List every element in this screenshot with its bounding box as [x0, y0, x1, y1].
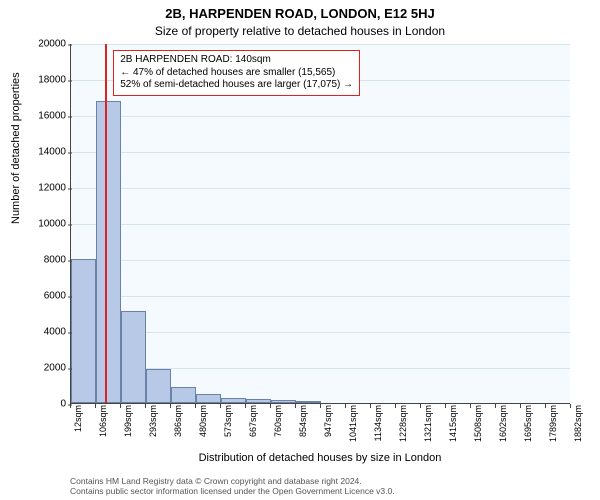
- footer-line-2: Contains public sector information licen…: [70, 486, 570, 496]
- x-tick-label: 386sqm: [173, 405, 183, 449]
- histogram-bar: [246, 399, 271, 403]
- gridline: [71, 224, 570, 225]
- y-tick-label: 10000: [16, 219, 66, 230]
- x-tick-label: 1321sqm: [423, 405, 433, 449]
- y-tick-label: 16000: [16, 111, 66, 122]
- x-tick-label: 199sqm: [123, 405, 133, 449]
- callout-line-1: 2B HARPENDEN ROAD: 140sqm: [120, 54, 353, 67]
- histogram-bar: [171, 387, 196, 403]
- histogram-bar: [196, 394, 221, 403]
- histogram-bar: [221, 398, 246, 403]
- callout-box: 2B HARPENDEN ROAD: 140sqm← 47% of detach…: [113, 50, 360, 96]
- x-tick-mark: [70, 404, 71, 408]
- x-tick-mark: [220, 404, 221, 408]
- x-tick-mark: [145, 404, 146, 408]
- x-tick-mark: [545, 404, 546, 408]
- x-tick-label: 573sqm: [223, 405, 233, 449]
- x-tick-label: 106sqm: [98, 405, 108, 449]
- x-tick-mark: [570, 404, 571, 408]
- histogram-bar: [121, 311, 146, 403]
- x-tick-label: 1508sqm: [473, 405, 483, 449]
- x-tick-mark: [395, 404, 396, 408]
- chart-title: 2B, HARPENDEN ROAD, LONDON, E12 5HJ: [0, 6, 600, 21]
- x-tick-mark: [195, 404, 196, 408]
- callout-line-3: 52% of semi-detached houses are larger (…: [120, 79, 353, 92]
- x-tick-label: 1602sqm: [498, 405, 508, 449]
- x-tick-label: 293sqm: [148, 405, 158, 449]
- gridline: [71, 152, 570, 153]
- chart-subtitle: Size of property relative to detached ho…: [0, 24, 600, 38]
- x-tick-mark: [245, 404, 246, 408]
- x-tick-label: 1789sqm: [548, 405, 558, 449]
- x-tick-label: 1415sqm: [448, 405, 458, 449]
- x-tick-mark: [270, 404, 271, 408]
- x-tick-label: 12sqm: [73, 405, 83, 449]
- y-tick-label: 14000: [16, 147, 66, 158]
- y-tick-label: 6000: [16, 291, 66, 302]
- x-tick-mark: [295, 404, 296, 408]
- x-tick-mark: [420, 404, 421, 408]
- x-tick-label: 760sqm: [273, 405, 283, 449]
- y-tick-label: 2000: [16, 363, 66, 374]
- reference-line: [105, 44, 107, 403]
- x-tick-label: 480sqm: [198, 405, 208, 449]
- histogram-bar: [146, 369, 171, 403]
- x-tick-mark: [170, 404, 171, 408]
- gridline: [71, 44, 570, 45]
- x-tick-mark: [95, 404, 96, 408]
- x-tick-label: 854sqm: [298, 405, 308, 449]
- x-tick-mark: [470, 404, 471, 408]
- y-tick-label: 12000: [16, 183, 66, 194]
- x-axis-label: Distribution of detached houses by size …: [70, 452, 570, 464]
- gridline: [71, 260, 570, 261]
- y-tick-label: 8000: [16, 255, 66, 266]
- x-tick-mark: [370, 404, 371, 408]
- x-tick-mark: [495, 404, 496, 408]
- x-tick-label: 1695sqm: [523, 405, 533, 449]
- chart-footer: Contains HM Land Registry data © Crown c…: [70, 476, 570, 496]
- callout-line-2: ← 47% of detached houses are smaller (15…: [120, 67, 353, 80]
- y-tick-label: 20000: [16, 39, 66, 50]
- x-tick-label: 1134sqm: [373, 405, 383, 449]
- footer-line-1: Contains HM Land Registry data © Crown c…: [70, 476, 570, 486]
- gridline: [71, 116, 570, 117]
- histogram-bar: [96, 101, 121, 403]
- x-tick-label: 1228sqm: [398, 405, 408, 449]
- histogram-bar: [71, 259, 96, 403]
- y-tick-label: 0: [16, 399, 66, 410]
- x-tick-mark: [345, 404, 346, 408]
- x-tick-mark: [120, 404, 121, 408]
- y-tick-label: 18000: [16, 75, 66, 86]
- x-tick-label: 947sqm: [323, 405, 333, 449]
- plot-area: 2B HARPENDEN ROAD: 140sqm← 47% of detach…: [70, 44, 570, 404]
- y-tick-label: 4000: [16, 327, 66, 338]
- x-tick-mark: [520, 404, 521, 408]
- x-tick-mark: [320, 404, 321, 408]
- property-size-chart: 2B, HARPENDEN ROAD, LONDON, E12 5HJ Size…: [0, 0, 600, 500]
- gridline: [71, 296, 570, 297]
- histogram-bar: [296, 401, 321, 403]
- x-tick-mark: [445, 404, 446, 408]
- x-tick-label: 1041sqm: [348, 405, 358, 449]
- gridline: [71, 188, 570, 189]
- x-tick-label: 667sqm: [248, 405, 258, 449]
- x-tick-label: 1882sqm: [573, 405, 583, 449]
- histogram-bar: [271, 400, 296, 403]
